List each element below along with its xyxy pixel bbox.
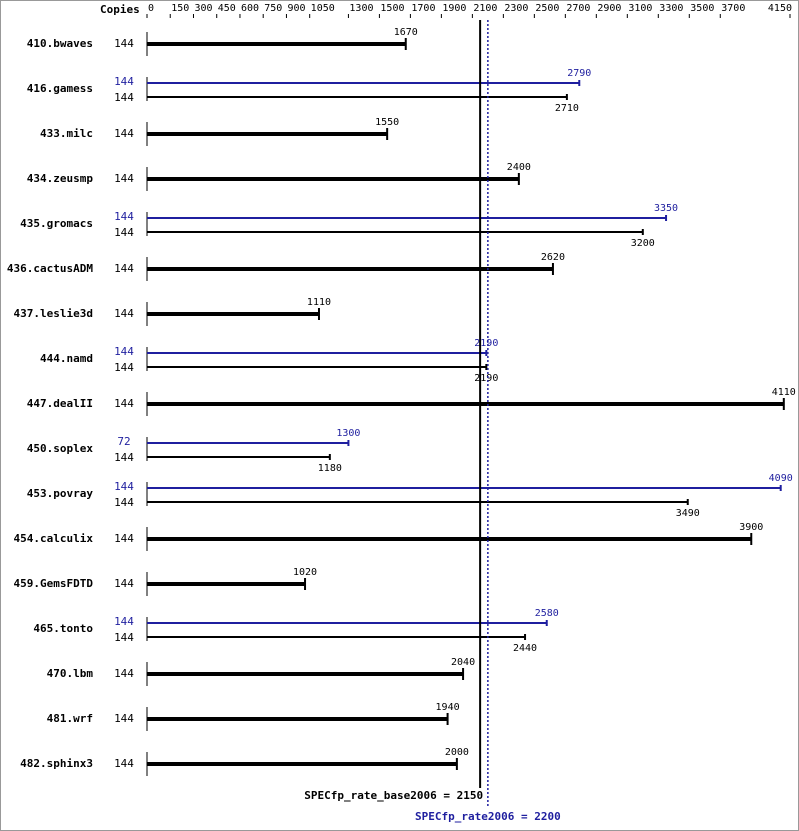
copies: 144 bbox=[114, 532, 134, 545]
category-label: 433.milc bbox=[40, 127, 93, 140]
value-label: 2440 bbox=[513, 643, 537, 654]
x-tick-label: 4150 bbox=[768, 3, 792, 14]
x-tick-label: 2700 bbox=[566, 3, 590, 14]
category-label: 459.GemsFDTD bbox=[14, 577, 94, 590]
category-label: 416.gamess bbox=[27, 82, 93, 95]
x-tick-label: 2900 bbox=[597, 3, 621, 14]
value-label: 1940 bbox=[436, 702, 460, 713]
category-label: 470.lbm bbox=[47, 667, 94, 680]
category-label: 465.tonto bbox=[33, 622, 93, 635]
category-label: 482.sphinx3 bbox=[20, 757, 93, 770]
category-label: 454.calculix bbox=[14, 532, 94, 545]
value-label: 2040 bbox=[451, 657, 475, 668]
copies: 144 bbox=[114, 307, 134, 320]
value-label: 2620 bbox=[541, 252, 565, 263]
value-label: 1110 bbox=[307, 297, 331, 308]
category-label: 410.bwaves bbox=[27, 37, 93, 50]
category-label: 450.soplex bbox=[27, 442, 94, 455]
reference-label: SPECfp_rate2006 = 2200 bbox=[415, 810, 561, 823]
value-label: 1020 bbox=[293, 567, 317, 578]
copies: 144 bbox=[114, 172, 134, 185]
copies: 144 bbox=[114, 496, 134, 509]
copies: 144 bbox=[114, 37, 134, 50]
copies: 144 bbox=[114, 75, 134, 88]
x-tick-label: 750 bbox=[264, 3, 282, 14]
copies: 144 bbox=[114, 345, 134, 358]
x-tick-label: 900 bbox=[287, 3, 305, 14]
value-label: 3900 bbox=[739, 522, 763, 533]
value-label: 2190 bbox=[474, 373, 498, 384]
x-tick-label: 0 bbox=[148, 3, 154, 14]
value-label: 1300 bbox=[336, 428, 360, 439]
value-label: 3490 bbox=[676, 508, 700, 519]
copies: 72 bbox=[117, 435, 130, 448]
copies: 144 bbox=[114, 91, 134, 104]
category-label: 481.wrf bbox=[47, 712, 93, 725]
value-label: 1550 bbox=[375, 117, 399, 128]
x-tick-label: 3300 bbox=[659, 3, 683, 14]
copies: 144 bbox=[114, 262, 134, 275]
value-label: 1670 bbox=[394, 27, 418, 38]
x-tick-label: 150 bbox=[171, 3, 189, 14]
copies: 144 bbox=[114, 226, 134, 239]
copies: 144 bbox=[114, 451, 134, 464]
copies: 144 bbox=[114, 667, 134, 680]
x-tick-label: 3500 bbox=[690, 3, 714, 14]
copies: 144 bbox=[114, 757, 134, 770]
category-label: 437.leslie3d bbox=[14, 307, 93, 320]
x-tick-label: 1300 bbox=[349, 3, 373, 14]
value-label: 1180 bbox=[318, 463, 342, 474]
value-label: 4110 bbox=[772, 387, 796, 398]
x-tick-label: 600 bbox=[241, 3, 259, 14]
value-label: 2190 bbox=[474, 338, 498, 349]
copies: 144 bbox=[114, 127, 134, 140]
value-label: 3200 bbox=[631, 238, 655, 249]
copies: 144 bbox=[114, 615, 134, 628]
category-label: 434.zeusmp bbox=[27, 172, 94, 185]
category-label: 444.namd bbox=[40, 352, 93, 365]
category-label: 436.cactusADM bbox=[7, 262, 93, 275]
copies: 144 bbox=[114, 712, 134, 725]
value-label: 2580 bbox=[535, 608, 559, 619]
category-label: 453.povray bbox=[27, 487, 94, 500]
x-tick-label: 3700 bbox=[721, 3, 745, 14]
x-tick-label: 300 bbox=[194, 3, 212, 14]
reference-label: SPECfp_rate_base2006 = 2150 bbox=[304, 789, 483, 802]
copies: 144 bbox=[114, 397, 134, 410]
x-tick-label: 1050 bbox=[311, 3, 335, 14]
x-tick-label: 2300 bbox=[504, 3, 528, 14]
x-tick-label: 3100 bbox=[628, 3, 652, 14]
copies: 144 bbox=[114, 631, 134, 644]
x-tick-label: 1700 bbox=[411, 3, 435, 14]
copies-header: Copies bbox=[100, 3, 140, 16]
value-label: 2400 bbox=[507, 162, 531, 173]
copies: 144 bbox=[114, 480, 134, 493]
copies: 144 bbox=[114, 210, 134, 223]
value-label: 2000 bbox=[445, 747, 469, 758]
category-label: 447.dealII bbox=[27, 397, 93, 410]
value-label: 2790 bbox=[567, 68, 591, 79]
value-label: 3350 bbox=[654, 203, 678, 214]
x-tick-label: 1900 bbox=[442, 3, 466, 14]
x-tick-label: 2100 bbox=[473, 3, 497, 14]
copies: 144 bbox=[114, 361, 134, 374]
copies: 144 bbox=[114, 577, 134, 590]
x-tick-label: 1500 bbox=[380, 3, 404, 14]
category-label: 435.gromacs bbox=[20, 217, 93, 230]
value-label: 4090 bbox=[769, 473, 793, 484]
value-label: 2710 bbox=[555, 103, 579, 114]
x-tick-label: 2500 bbox=[535, 3, 559, 14]
x-tick-label: 450 bbox=[218, 3, 236, 14]
